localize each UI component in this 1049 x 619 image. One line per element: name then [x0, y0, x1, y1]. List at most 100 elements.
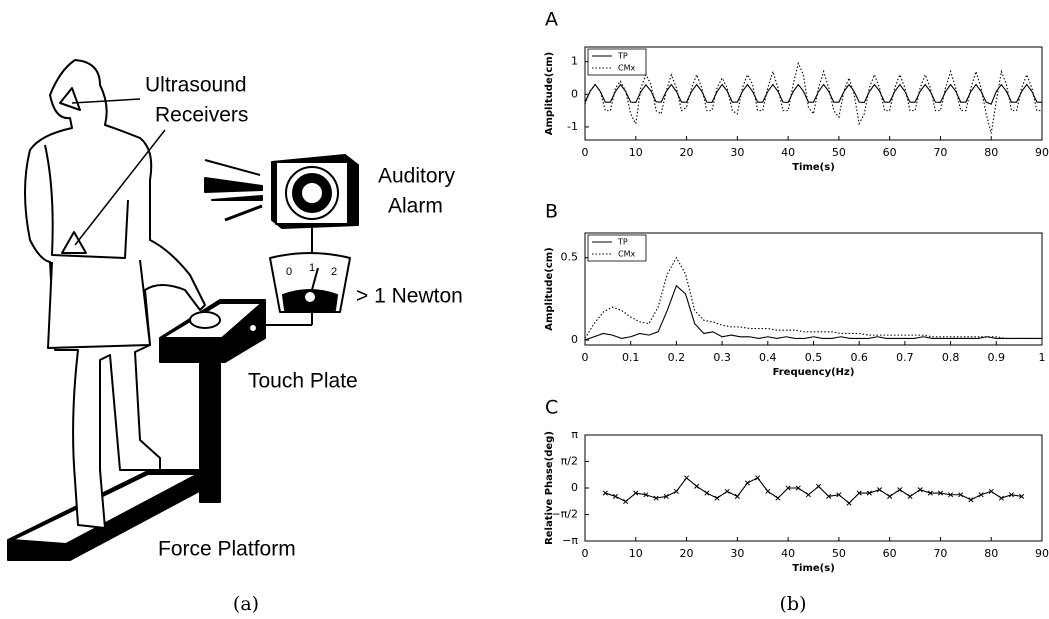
speaker-cone — [300, 181, 324, 205]
x-tick-label: 0.5 — [805, 351, 823, 364]
y-tick-label: −π/2 — [551, 508, 578, 521]
x-tick-label: 1 — [1039, 351, 1046, 364]
caption: (a) — [233, 593, 259, 615]
marker — [816, 483, 822, 489]
legend-label: CMx — [618, 64, 635, 73]
plot-frame — [584, 46, 1043, 141]
pivot — [303, 290, 317, 304]
x-tick-label: 0.6 — [850, 351, 868, 364]
x-tick-label: 30 — [730, 547, 744, 560]
y-axis-label: Amplitude(cm) — [544, 52, 555, 136]
marker — [1019, 493, 1025, 499]
meter-tick: 2 — [331, 266, 337, 278]
x-tick-label: 0.3 — [713, 351, 731, 364]
x-tick-label: 10 — [629, 547, 643, 560]
x-tick-label: 50 — [832, 547, 846, 560]
marker — [755, 475, 761, 481]
series-line — [605, 477, 1022, 504]
marker — [694, 483, 700, 489]
x-tick-label: 30 — [730, 146, 744, 159]
label: Touch Plate — [248, 370, 358, 393]
sound — [204, 177, 263, 193]
plot-frame — [584, 232, 1043, 346]
series-line — [584, 83, 1042, 105]
marker — [978, 492, 984, 498]
caption: (b) — [780, 593, 807, 615]
x-tick-label: 10 — [629, 146, 643, 159]
x-tick-label: 0.1 — [622, 351, 640, 364]
x-tick-label: 80 — [984, 547, 998, 560]
label: Ultrasound — [145, 74, 247, 97]
shirt — [44, 144, 129, 259]
x-axis-label: Time(s) — [792, 563, 835, 574]
meter-tick: 0 — [286, 266, 292, 278]
marker — [734, 493, 740, 499]
marker — [795, 485, 801, 491]
x-axis-label: Frequency(Hz) — [773, 367, 855, 378]
label: Auditory — [378, 165, 456, 188]
marker — [948, 492, 954, 498]
legend-box — [587, 48, 647, 76]
series-line — [584, 284, 1042, 341]
marker — [704, 490, 710, 496]
marker — [826, 493, 832, 499]
marker — [805, 492, 811, 498]
marker — [937, 490, 943, 496]
marker — [602, 490, 608, 496]
marker — [684, 475, 690, 481]
y-tick-label: 0 — [571, 333, 578, 346]
stand — [199, 361, 221, 503]
x-tick-label: 0.4 — [759, 351, 777, 364]
x-tick-label: 50 — [832, 146, 846, 159]
y-tick-label: −π — [562, 534, 578, 547]
plot-frame — [584, 434, 1043, 542]
label: Force Platform — [158, 538, 296, 561]
x-tick-label: 60 — [883, 547, 897, 560]
y-tick-label: 0.5 — [561, 251, 579, 264]
pointer — [74, 129, 166, 246]
marker — [653, 495, 659, 501]
marker — [612, 493, 619, 499]
x-tick-label: 40 — [781, 146, 795, 159]
y-tick-label: 1 — [571, 55, 578, 68]
legend-box — [587, 234, 647, 262]
x-tick-label: 0.2 — [668, 351, 686, 364]
pointer — [71, 98, 141, 104]
illustration-labels: Ultrasound Receivers Auditory Alarm > 1 … — [145, 74, 463, 561]
sound — [204, 159, 261, 176]
legend-label: TP — [617, 52, 628, 61]
sound — [224, 204, 263, 222]
marker — [633, 490, 639, 496]
x-tick-label: 0.7 — [896, 351, 914, 364]
marker — [663, 493, 669, 499]
y-axis-label: Amplitude(cm) — [544, 247, 555, 331]
marker — [968, 497, 974, 503]
touch-pad — [189, 311, 221, 329]
y-tick-label: π/2 — [561, 455, 578, 468]
marker — [846, 500, 852, 506]
x-tick-label: 20 — [680, 146, 694, 159]
receiver-back — [61, 231, 87, 254]
y-tick-label: 0 — [571, 87, 578, 100]
x-tick-label: 90 — [1035, 547, 1049, 560]
x-axis-label: Time(s) — [792, 162, 835, 173]
panel-label: A — [545, 9, 558, 31]
marker — [744, 480, 751, 486]
x-tick-label: 0.8 — [942, 351, 960, 364]
panel-label: C — [545, 397, 558, 419]
marker — [887, 493, 893, 499]
marker — [673, 488, 679, 494]
x-tick-label: 0 — [582, 351, 589, 364]
label: Alarm — [388, 195, 443, 218]
label: > 1 Newton — [356, 285, 463, 308]
label: Receivers — [155, 104, 248, 127]
x-tick-label: 70 — [933, 547, 947, 560]
y-tick-label: -1 — [567, 120, 578, 133]
marker — [988, 488, 994, 494]
marker — [958, 492, 964, 498]
x-tick-label: 40 — [781, 547, 795, 560]
x-tick-label: 0.9 — [988, 351, 1006, 364]
marker — [927, 490, 933, 496]
